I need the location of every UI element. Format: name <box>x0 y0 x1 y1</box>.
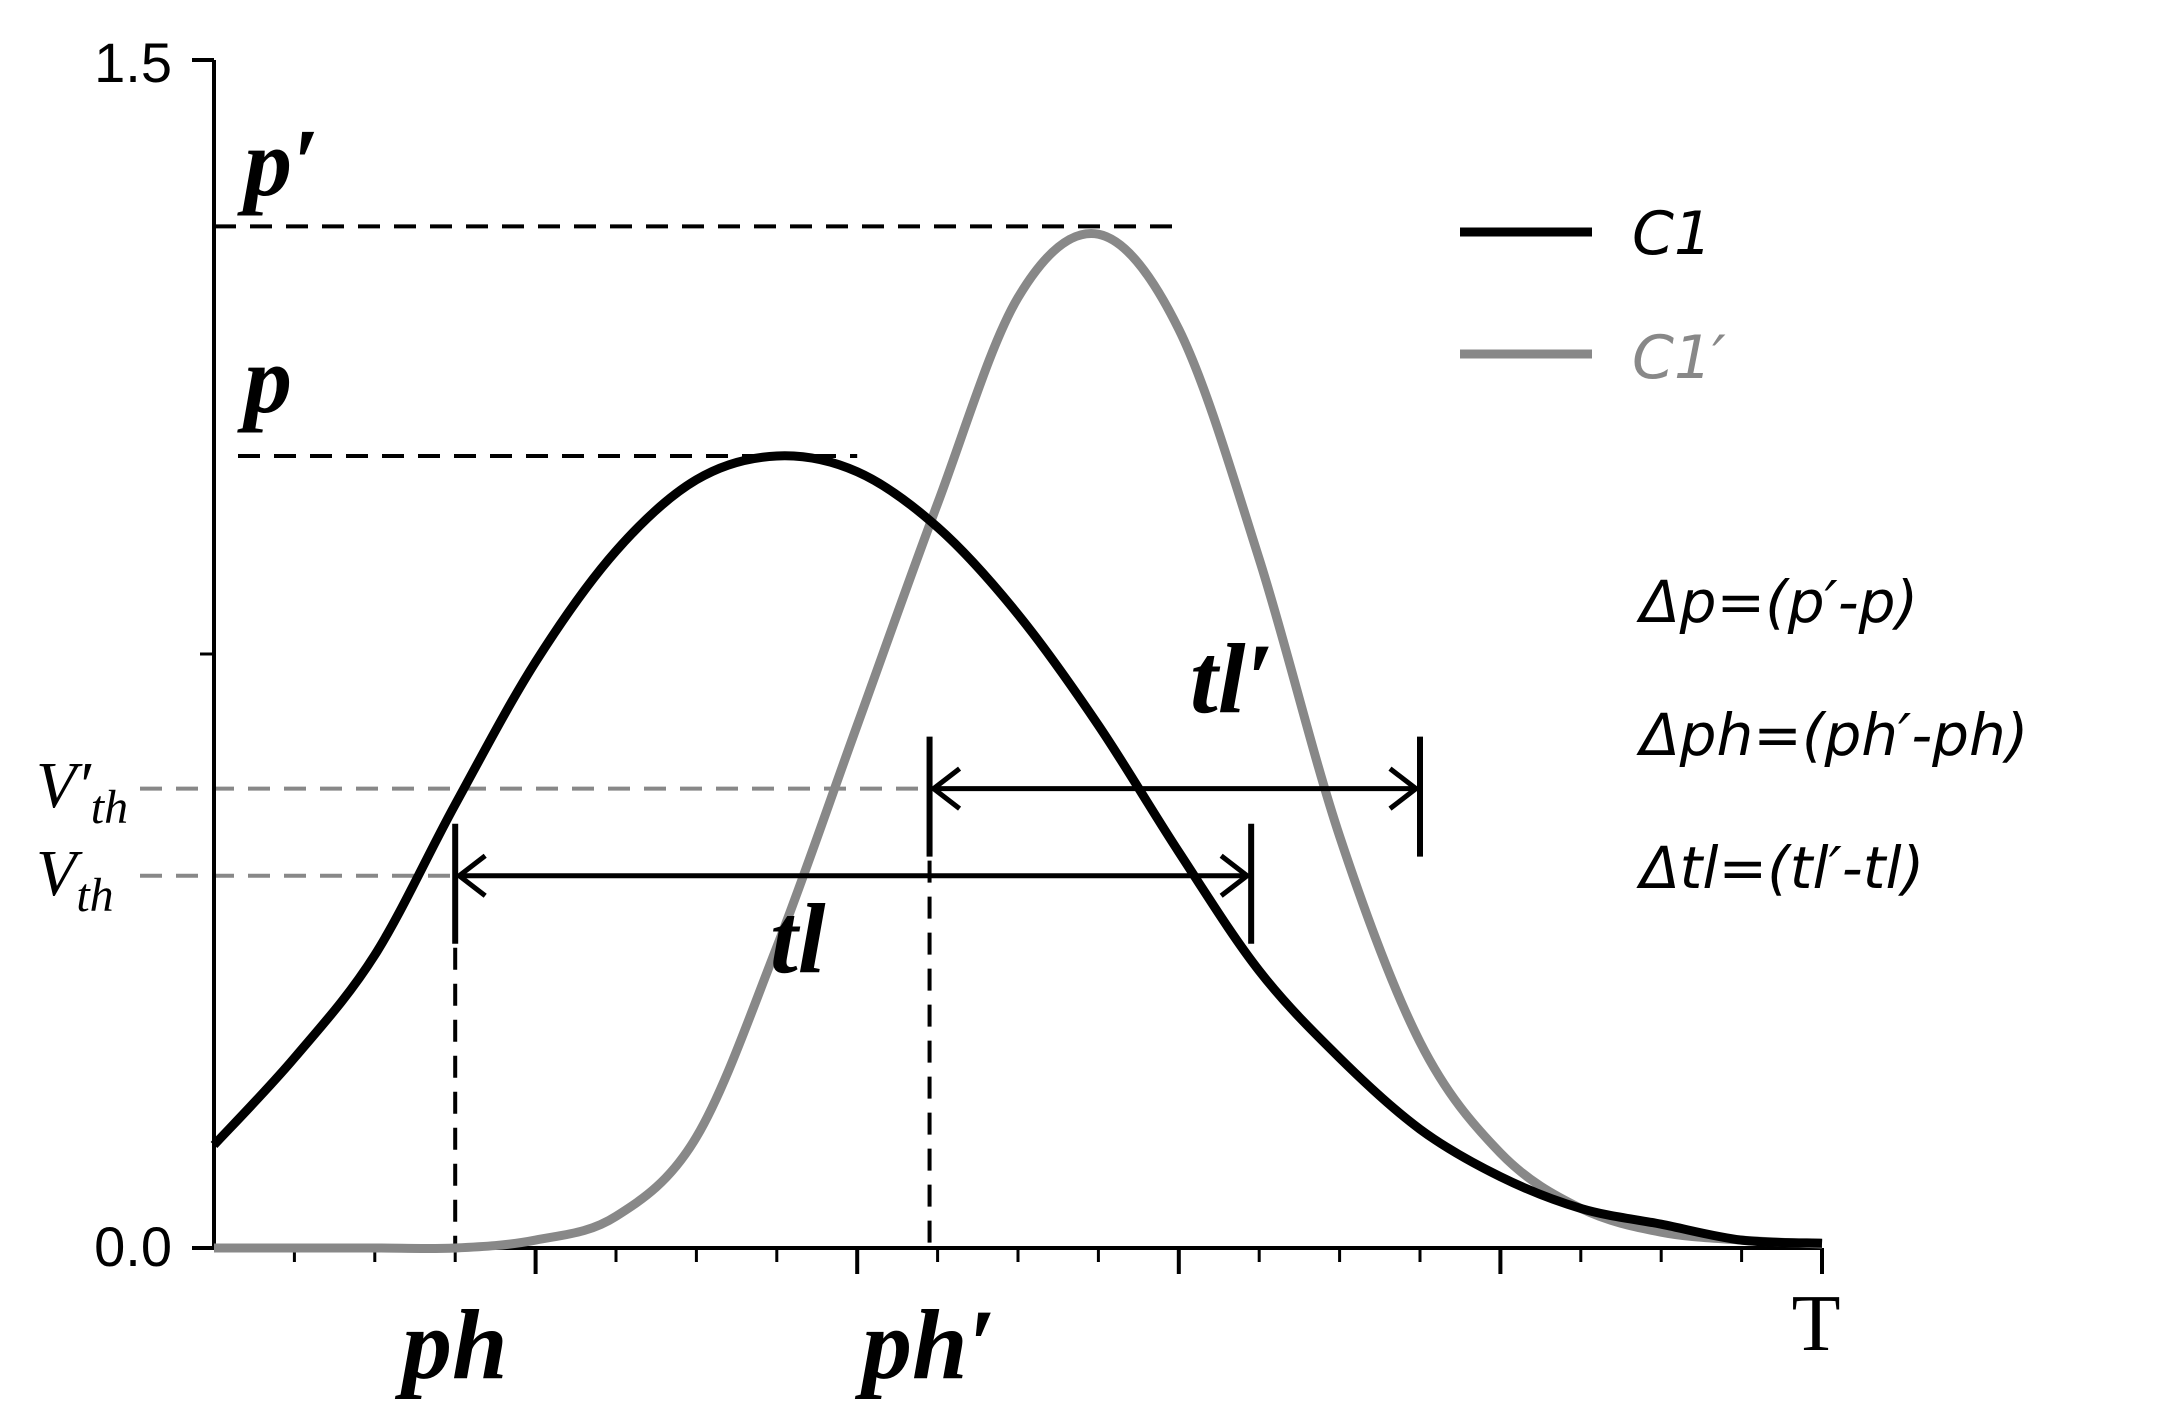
equation-delta-p: Δp=(p′-p) <box>1636 568 1918 636</box>
tl-prime-label: tl′ <box>1190 623 1274 734</box>
y-tick-label-1-5: 1.5 <box>94 31 172 94</box>
tl-prime-arrow-head-right <box>1388 766 1421 811</box>
equations: Δp=(p′-p) Δph=(ph′-ph) Δtl=(tl′-tl) <box>1636 568 2028 902</box>
ph-label: ph <box>394 1289 508 1400</box>
tick-labels: 0.0 1.5 <box>94 31 172 1278</box>
p-label: p <box>237 326 292 433</box>
ticks <box>192 58 1824 1274</box>
equation-delta-tl: Δtl=(tl′-tl) <box>1636 834 1924 902</box>
measure-markers <box>452 736 1423 944</box>
legend-label-c1-prime: C1′ <box>1632 323 1726 393</box>
x-axis-label: T <box>1792 1280 1841 1368</box>
legend-label-c1: C1 <box>1632 199 1712 269</box>
p-prime-label: p′ <box>237 109 319 216</box>
tl-label: tl <box>770 883 826 994</box>
tl-arrow-head-left <box>455 853 487 898</box>
series <box>210 229 1823 1254</box>
equation-delta-ph: Δph=(ph′-ph) <box>1636 701 2028 769</box>
series-line-c1 <box>210 451 1823 1248</box>
series-line-c1-prime <box>213 229 1823 1254</box>
vth-prime-label: V′th <box>36 749 128 834</box>
tl-arrow-head-right <box>1219 853 1252 898</box>
tl-prime-arrow-head-left <box>929 766 962 811</box>
y-tick-label-0: 0.0 <box>94 1215 172 1278</box>
vth-label: Vth <box>36 837 114 922</box>
reference-lines <box>140 224 1179 1248</box>
ph-prime-label: ph′ <box>854 1289 996 1400</box>
legend: C1 C1′ <box>1460 199 1726 393</box>
